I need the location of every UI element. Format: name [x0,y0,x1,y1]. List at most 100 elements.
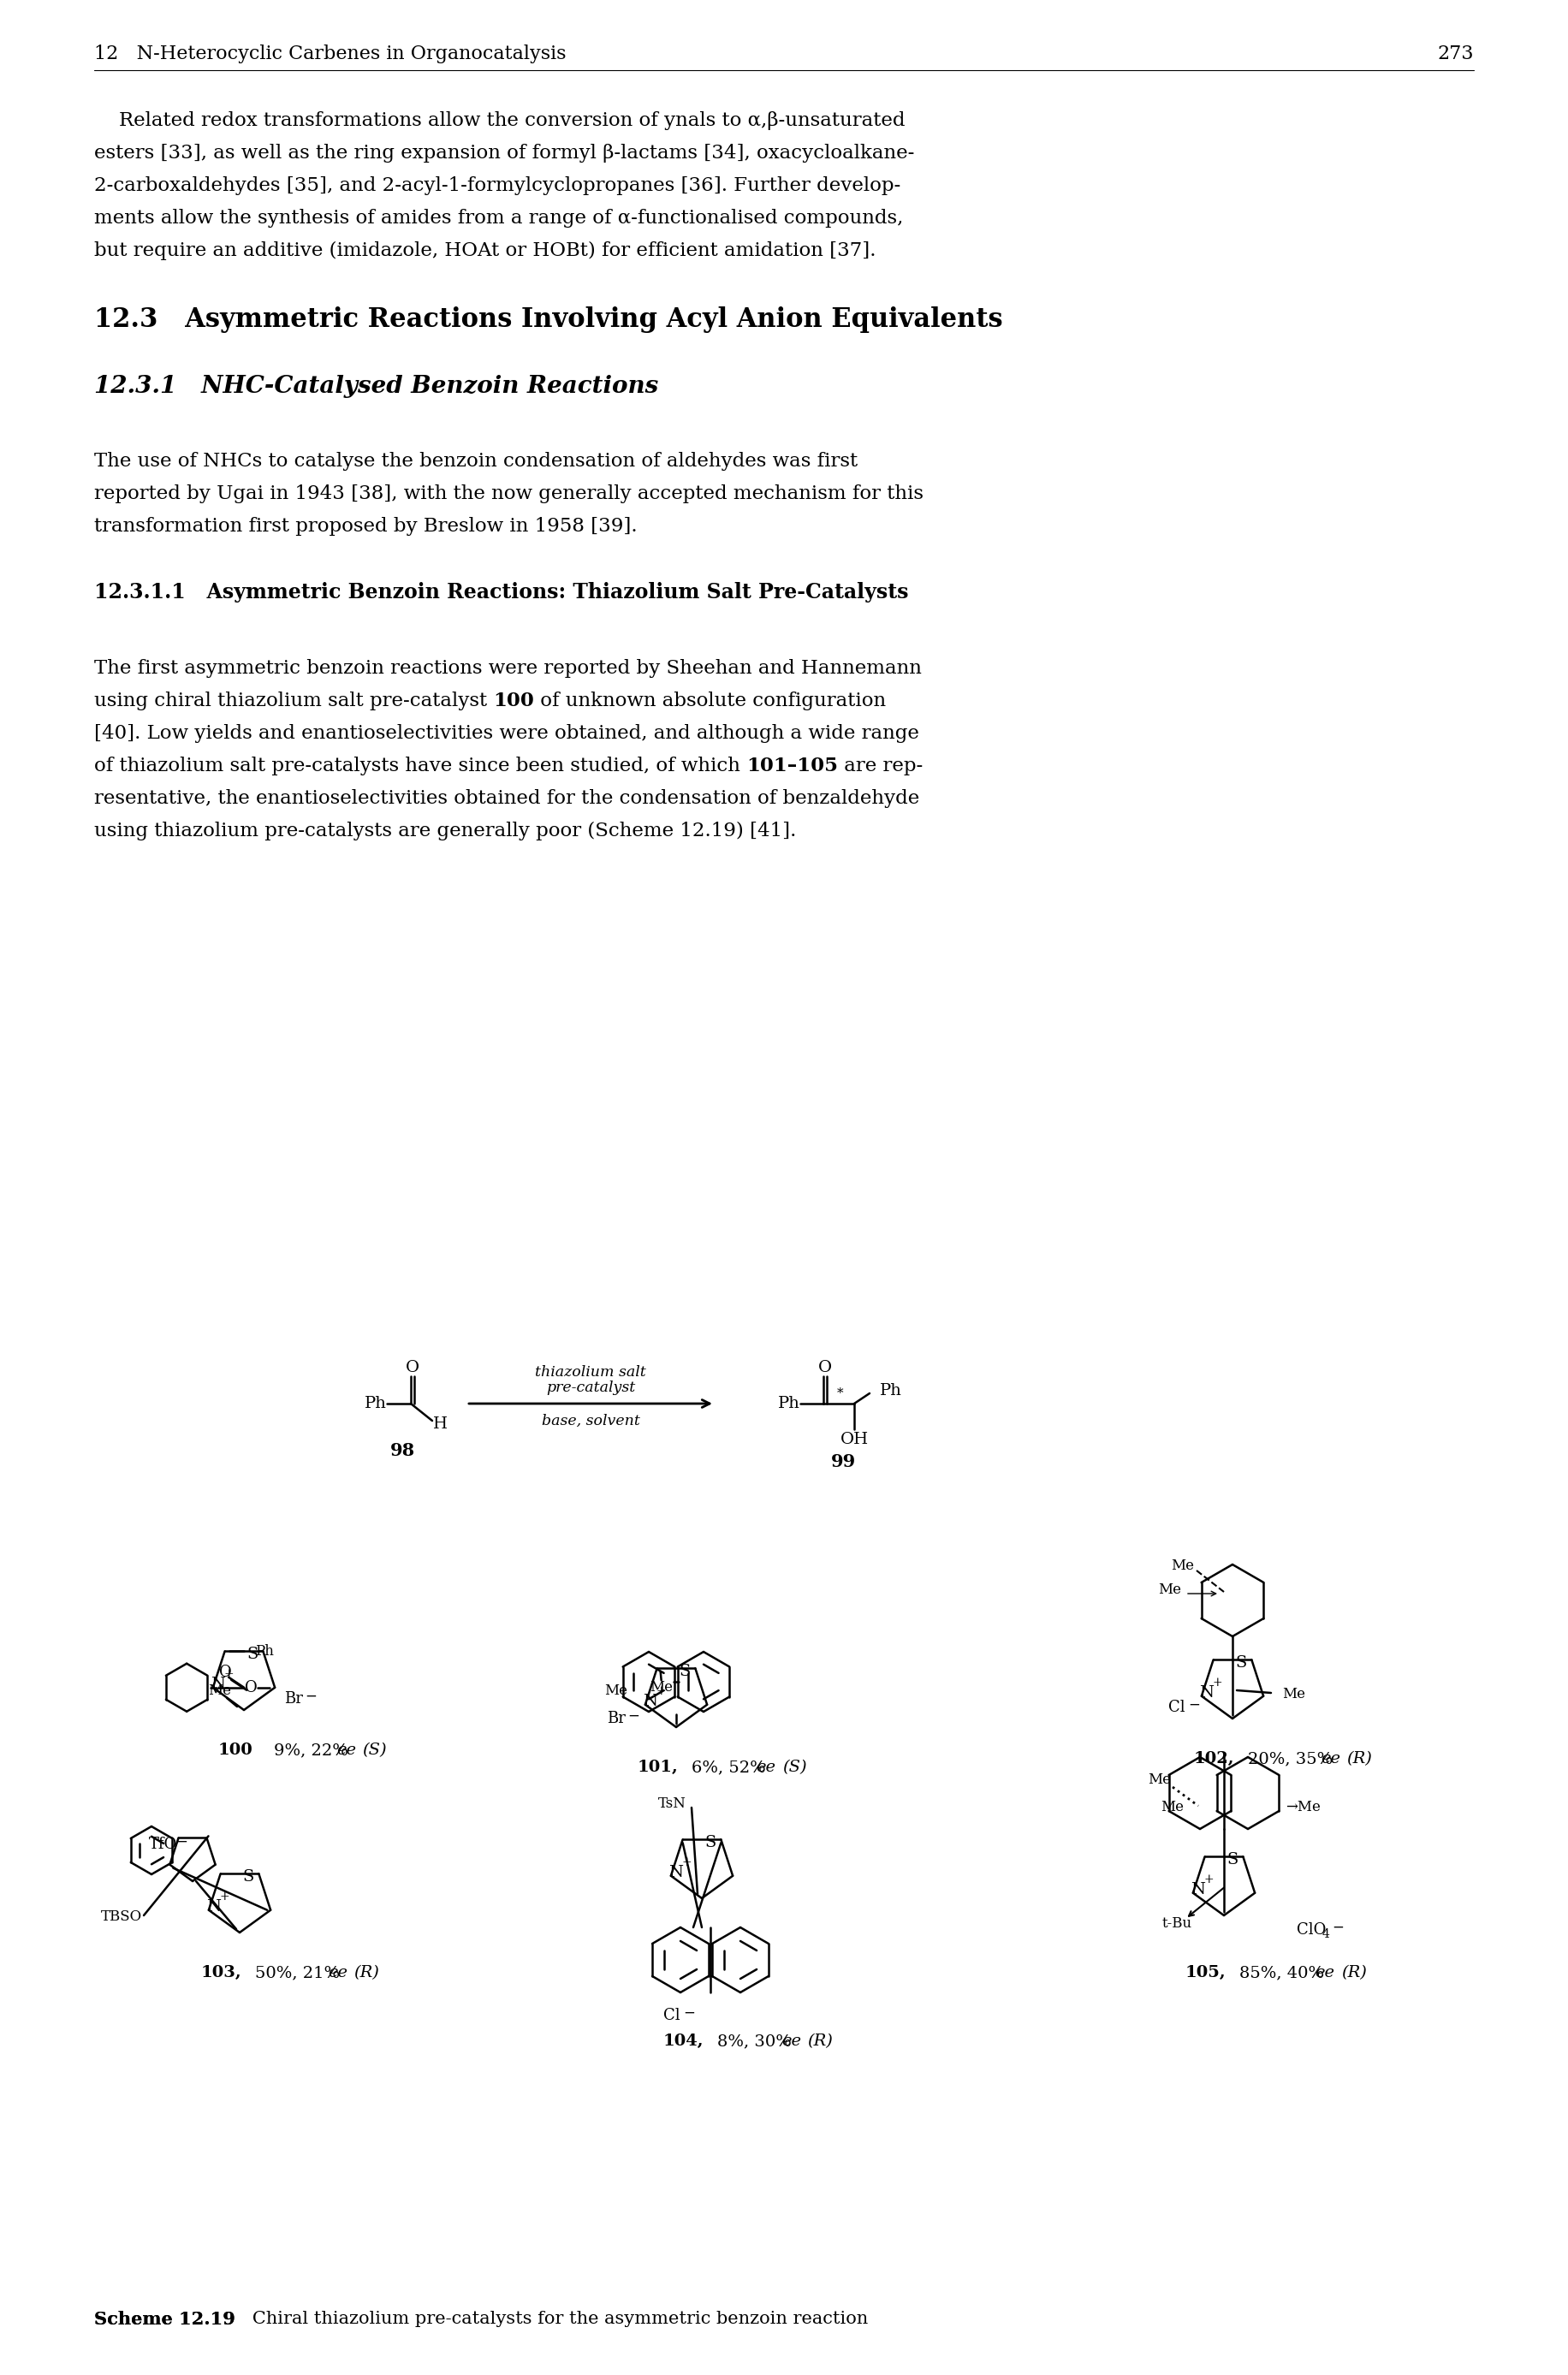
Text: ClO: ClO [1297,1921,1327,1938]
Text: 102,: 102, [1193,1750,1234,1767]
Text: 12   N-Heterocyclic Carbenes in Organocatalysis: 12 N-Heterocyclic Carbenes in Organocata… [94,45,566,64]
Text: Ph: Ph [880,1382,902,1399]
Text: Chiral thiazolium pre-catalysts for the asymmetric benzoin reaction: Chiral thiazolium pre-catalysts for the … [235,2311,869,2328]
Text: TsN: TsN [659,1798,687,1812]
Text: pre-catalyst: pre-catalyst [546,1380,635,1396]
Text: Br: Br [607,1710,626,1727]
Text: S: S [1228,1852,1239,1867]
Text: 6%, 52%: 6%, 52% [691,1760,765,1774]
Text: Ph: Ph [778,1396,800,1411]
Text: 12.3   Asymmetric Reactions Involving Acyl Anion Equivalents: 12.3 Asymmetric Reactions Involving Acyl… [94,306,1004,333]
Text: OH: OH [840,1432,869,1446]
Text: 2-carboxaldehydes [35], and 2-acyl-1-formylcyclopropanes [36]. Further develop-: 2-carboxaldehydes [35], and 2-acyl-1-for… [94,176,900,195]
Text: O: O [220,1665,232,1679]
Text: S: S [248,1646,259,1662]
Text: 103,: 103, [201,1964,241,1981]
Text: thiazolium salt: thiazolium salt [535,1366,646,1380]
Text: Scheme 12.19: Scheme 12.19 [94,2311,235,2328]
Text: Me: Me [209,1684,232,1698]
Text: Me: Me [605,1684,627,1698]
Text: (R): (R) [1347,1750,1372,1767]
Text: 104,: 104, [663,2033,704,2050]
Text: Related redox transformations allow the conversion of ynals to α,β-unsaturated: Related redox transformations allow the … [94,112,905,131]
Text: 98: 98 [390,1442,414,1458]
Text: resentative, the enantioselectivities obtained for the condensation of benzaldeh: resentative, the enantioselectivities ob… [94,789,919,808]
Text: Cl: Cl [1168,1700,1185,1715]
Text: (R): (R) [1341,1964,1367,1981]
Text: Me: Me [1171,1558,1193,1575]
Text: ee: ee [1322,1750,1341,1767]
Text: (S): (S) [362,1743,386,1758]
Text: 4: 4 [1322,1929,1330,1940]
Text: are rep-: are rep- [837,758,924,774]
Text: 105,: 105, [1185,1964,1226,1981]
Text: N: N [1190,1881,1206,1898]
Text: Me: Me [1160,1800,1184,1814]
Text: (R): (R) [808,2033,833,2050]
Text: S: S [243,1869,254,1886]
Text: ee: ee [782,2033,801,2050]
Text: Ph: Ph [254,1644,273,1658]
Text: −: − [176,1834,188,1850]
Text: transformation first proposed by Breslow in 1958 [39].: transformation first proposed by Breslow… [94,518,637,537]
Text: N: N [1200,1684,1214,1700]
Text: →Me: →Me [1286,1800,1320,1814]
Text: 20%, 35%: 20%, 35% [1248,1750,1333,1767]
Text: Br: Br [284,1691,303,1708]
Text: of unknown absolute configuration: of unknown absolute configuration [535,691,886,710]
Text: (R): (R) [353,1964,379,1981]
Text: base, solvent: base, solvent [541,1413,640,1427]
Text: S: S [679,1665,690,1679]
Text: Me: Me [1148,1772,1171,1788]
Text: Cl: Cl [663,2007,681,2024]
Text: 101–105: 101–105 [746,758,837,774]
Text: 100: 100 [218,1743,252,1758]
Text: +: + [220,1891,229,1902]
Text: [40]. Low yields and enantioselectivities were obtained, and although a wide ran: [40]. Low yields and enantioselectivitie… [94,724,919,743]
Text: 273: 273 [1438,45,1474,64]
Text: ee: ee [756,1760,776,1774]
Text: Me: Me [1159,1582,1181,1598]
Text: 12.3.1.1   Asymmetric Benzoin Reactions: Thiazolium Salt Pre-Catalysts: 12.3.1.1 Asymmetric Benzoin Reactions: T… [94,582,908,603]
Text: ee: ee [337,1743,356,1758]
Text: Ph: Ph [365,1396,387,1411]
Text: TfO: TfO [149,1836,177,1853]
Text: −: − [1331,1919,1344,1936]
Text: N: N [643,1693,657,1710]
Text: using thiazolium pre-catalysts are generally poor (Scheme 12.19) [41].: using thiazolium pre-catalysts are gener… [94,822,797,841]
Text: Scheme 12.19: Scheme 12.19 [94,2311,235,2328]
Text: t-Bu: t-Bu [1162,1917,1192,1931]
Text: ments allow the synthesis of amides from a range of α-functionalised compounds,: ments allow the synthesis of amides from… [94,209,903,228]
Text: Me: Me [649,1679,673,1693]
Text: (S): (S) [782,1760,806,1774]
Text: N: N [670,1864,684,1881]
Text: *: * [837,1387,844,1399]
Text: +: + [655,1684,665,1698]
Text: ee: ee [1316,1964,1334,1981]
Text: +: + [1203,1874,1214,1886]
Text: of thiazolium salt pre-catalysts have since been studied, of which: of thiazolium salt pre-catalysts have si… [94,758,746,774]
Text: 85%, 40%: 85%, 40% [1239,1964,1325,1981]
Text: 50%, 21%: 50%, 21% [256,1964,340,1981]
Text: O: O [818,1361,833,1375]
Text: S: S [1236,1655,1247,1672]
Text: 12.3.1   NHC-Catalysed Benzoin Reactions: 12.3.1 NHC-Catalysed Benzoin Reactions [94,375,659,399]
Text: The use of NHCs to catalyse the benzoin condensation of aldehydes was first: The use of NHCs to catalyse the benzoin … [94,451,858,470]
Text: −: − [627,1708,640,1724]
Text: 100: 100 [494,691,535,710]
Text: ee: ee [328,1964,348,1981]
Text: +: + [223,1667,234,1679]
Text: +: + [1212,1677,1221,1689]
Text: S: S [706,1836,717,1850]
Text: −: − [684,2007,695,2021]
Text: H: H [433,1416,447,1432]
Text: O: O [245,1679,257,1696]
Text: +: + [682,1857,691,1869]
Text: TBSO: TBSO [100,1910,143,1924]
Text: −: − [1189,1698,1200,1712]
Text: esters [33], as well as the ring expansion of formyl β-lactams [34], oxacycloalk: esters [33], as well as the ring expansi… [94,145,914,162]
Text: Me: Me [1283,1686,1305,1703]
Text: 101,: 101, [637,1760,677,1774]
Text: 99: 99 [831,1454,856,1470]
Text: 8%, 30%: 8%, 30% [717,2033,792,2050]
